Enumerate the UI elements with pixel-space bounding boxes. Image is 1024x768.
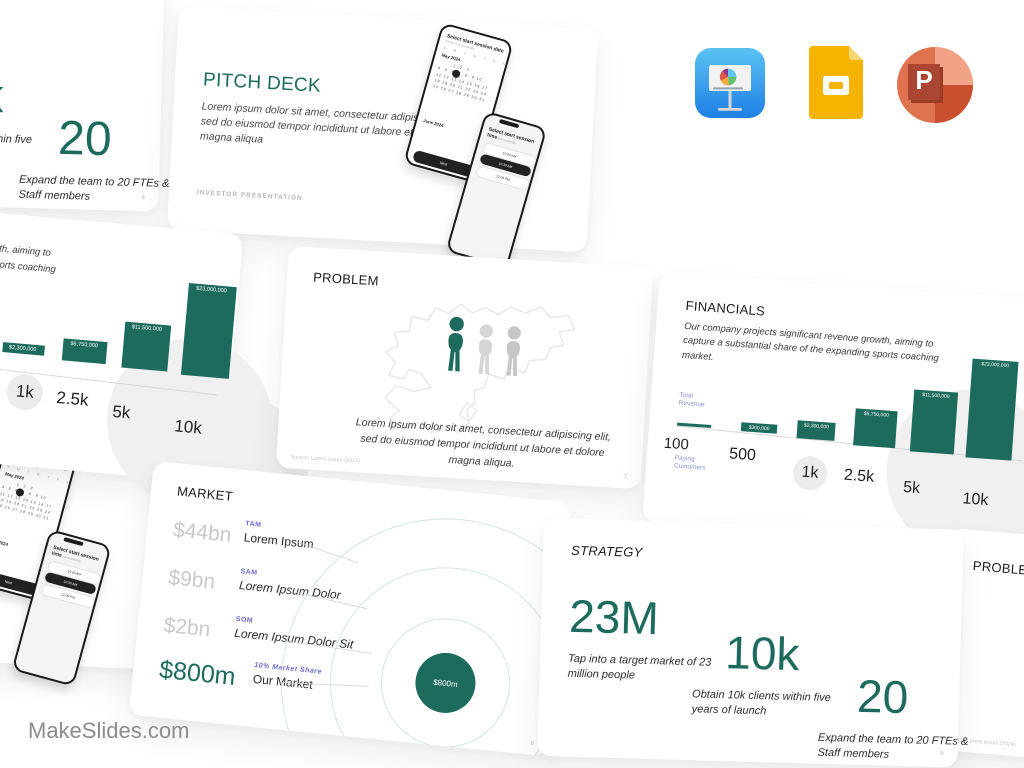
- svg-text:P: P: [915, 65, 932, 95]
